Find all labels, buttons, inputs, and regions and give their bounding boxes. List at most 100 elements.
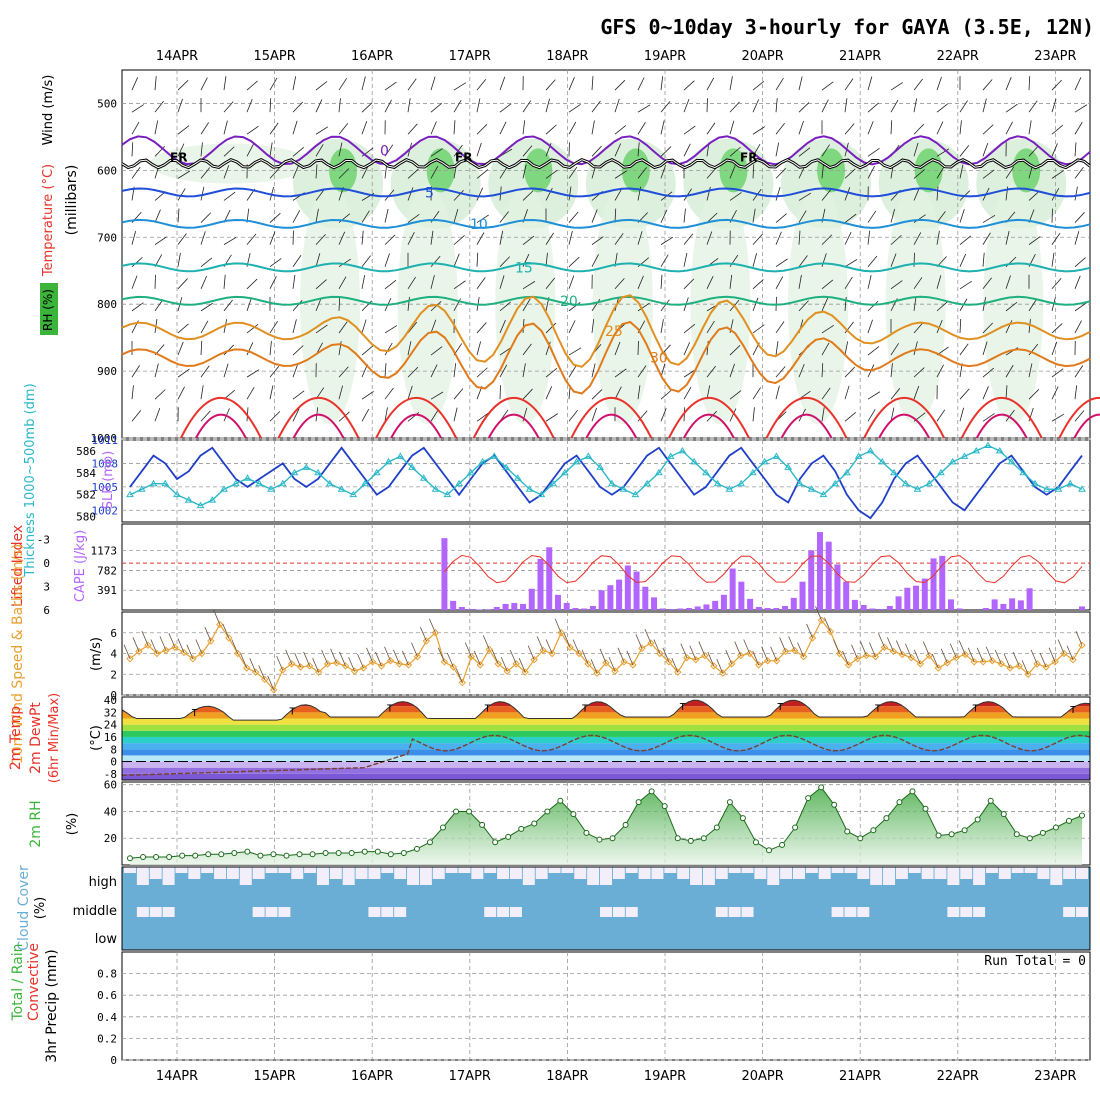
wind-barb <box>476 98 481 113</box>
wind-barb <box>821 387 831 400</box>
hot-contour-arc <box>487 413 540 439</box>
wind-barb <box>131 121 140 135</box>
wind-barb <box>1028 389 1040 400</box>
wind-barb <box>568 121 577 135</box>
wind-barb-10m <box>177 638 185 653</box>
temperature-tick-label: 16 <box>104 731 117 744</box>
wind-barb <box>545 322 557 334</box>
wind-barb <box>890 234 902 245</box>
wind-barb-10m <box>680 643 688 658</box>
wind-barb <box>936 186 939 201</box>
cape-bar <box>441 538 448 610</box>
wind-barb <box>246 369 260 378</box>
rh-point <box>309 851 316 858</box>
cape-bar <box>528 588 535 610</box>
wind-barb <box>1028 120 1032 135</box>
cape-bar <box>834 564 841 610</box>
thickness-point <box>831 479 840 487</box>
wind-barb <box>338 258 351 268</box>
wind-barb <box>660 408 667 422</box>
cloud-middle-gap <box>394 907 407 917</box>
wind-barb-10m <box>635 634 643 649</box>
wind-barb <box>361 230 364 245</box>
wind-barb <box>844 411 856 422</box>
rh-point <box>922 805 929 812</box>
cloud-high-gap <box>1024 867 1037 873</box>
wind-speed-point <box>1078 641 1086 649</box>
cape-bar <box>825 541 832 610</box>
wind-barb <box>752 208 756 223</box>
wind-barb <box>890 253 897 267</box>
temperature-band <box>122 773 1090 780</box>
cloud-middle-gap <box>136 907 149 917</box>
wind-speed-point <box>808 634 817 642</box>
wind-barb <box>1028 100 1038 113</box>
rh-point <box>140 853 147 860</box>
rh-point <box>909 788 916 795</box>
wind-barb <box>292 390 305 400</box>
thickness-point <box>408 463 416 470</box>
cape-bar <box>607 585 614 610</box>
wind-barb-10m <box>375 651 382 667</box>
wind-legend-label: Wind (m/s) <box>41 75 56 146</box>
wind-barb <box>522 100 532 113</box>
wind-barb <box>752 279 764 290</box>
cloud-high-gap <box>973 867 986 885</box>
thickness-point <box>196 501 205 509</box>
wind-barb <box>798 120 804 135</box>
wind-barb <box>637 275 644 289</box>
wind-barb <box>200 142 203 157</box>
hot-contour-arc <box>292 413 345 439</box>
wind-barb <box>453 120 456 135</box>
wind-speed-point <box>377 662 386 670</box>
wind-barb <box>269 142 273 157</box>
wind-axis-tick-label: 6 <box>110 627 117 640</box>
wind-barb <box>775 231 782 245</box>
temperature-tick-label: 24 <box>104 719 118 732</box>
cloud-middle-gap <box>162 907 175 917</box>
wind-barb <box>798 210 807 223</box>
date-label-bottom: 22APR <box>937 1069 979 1084</box>
wind-speed-point <box>638 644 646 653</box>
wind-speed-point <box>898 650 907 659</box>
cape-bar <box>1000 603 1007 610</box>
wind-barb <box>200 365 210 378</box>
wind-speed-point <box>359 664 368 672</box>
wind-barb <box>821 342 830 356</box>
wind-barb <box>1074 365 1084 378</box>
cloud-middle-gap <box>381 907 394 917</box>
wind-barb <box>476 322 487 334</box>
wind-barb <box>407 214 420 223</box>
cape-bar <box>869 608 876 610</box>
wind-speed-point <box>305 662 314 670</box>
wind-barb <box>407 123 418 135</box>
wind-barb <box>637 142 640 157</box>
wind-barb <box>131 104 144 113</box>
wind-barb <box>706 167 717 179</box>
temperature-minmax-marker: T <box>1070 705 1076 716</box>
wind-barb <box>269 341 272 356</box>
wind-speed-point <box>1006 664 1014 672</box>
cape-bar <box>520 603 527 610</box>
wind-barb <box>1028 363 1033 378</box>
wind-speed-point <box>692 656 700 664</box>
wind-barb <box>867 210 877 223</box>
cloud-high-gap <box>600 867 612 885</box>
cloud-middle-gap <box>1063 907 1076 917</box>
thickness-point <box>666 452 675 459</box>
wind-barb <box>154 389 166 400</box>
date-label-top: 15APR <box>253 49 295 64</box>
wind-speed-point <box>656 649 664 658</box>
wind-barb <box>476 252 479 267</box>
wind-barb <box>798 363 805 378</box>
date-label-bottom: 21APR <box>839 1069 881 1084</box>
wind-barb <box>269 385 274 400</box>
wind-barb <box>660 146 672 157</box>
wind-barb <box>798 300 809 312</box>
wind-barb <box>246 99 253 113</box>
rh-point <box>987 797 994 804</box>
thickness-point <box>772 452 781 459</box>
wind-barb <box>867 147 880 157</box>
wind-barb <box>292 120 298 135</box>
wind-barb <box>775 122 785 135</box>
